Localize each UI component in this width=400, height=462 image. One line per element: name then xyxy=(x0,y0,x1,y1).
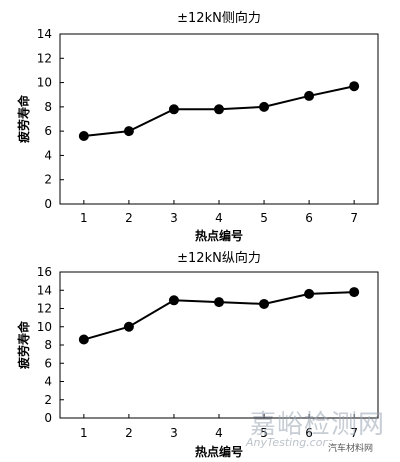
watermark-sub: AnyTesting.com xyxy=(246,436,334,449)
y-tick-label: 0 xyxy=(44,197,52,211)
y-tick-label: 6 xyxy=(44,356,52,370)
data-point xyxy=(168,295,179,306)
x-tick-label: 4 xyxy=(215,426,223,440)
data-point xyxy=(214,297,224,308)
x-tick-label: 6 xyxy=(305,211,313,225)
data-point xyxy=(214,104,224,115)
data-point xyxy=(349,287,360,298)
x-tick-label: 5 xyxy=(260,211,268,225)
y-tick-label: 8 xyxy=(44,338,52,352)
x-axis-label: 热点编号 xyxy=(195,228,243,243)
x-tick-label: 5 xyxy=(260,426,268,440)
data-point xyxy=(78,131,89,141)
data-point xyxy=(78,334,89,345)
x-tick-label: 6 xyxy=(305,426,313,440)
y-tick-label: 14 xyxy=(37,283,52,297)
plot-frame xyxy=(59,33,379,205)
x-tick-label: 2 xyxy=(125,426,133,440)
watermark-source: 汽车材料网 xyxy=(326,441,376,454)
x-tick-label: 7 xyxy=(350,426,358,440)
x-axis-label: 热点编号 xyxy=(195,444,243,459)
watermark-main: 嘉峪检测网 xyxy=(250,410,386,440)
y-tick-label: 4 xyxy=(44,375,52,389)
y-tick-label: 4 xyxy=(44,148,52,162)
chart-title: ±12kN纵向力 xyxy=(177,250,261,266)
chart-title: ±12kN侧向力 xyxy=(177,10,261,26)
y-axis-label: 疲劳寿命 xyxy=(16,320,31,369)
y-axis-label: 疲劳寿命 xyxy=(16,94,31,143)
data-point xyxy=(123,321,134,332)
data-point xyxy=(168,104,179,115)
y-tick-label: 10 xyxy=(37,320,52,334)
y-tick-label: 0 xyxy=(44,411,52,425)
y-tick-label: 12 xyxy=(37,302,52,316)
x-tick-label: 4 xyxy=(215,211,223,225)
data-point xyxy=(349,81,360,92)
y-tick-label: 2 xyxy=(44,173,52,187)
y-tick-label: 2 xyxy=(44,393,52,407)
x-tick-label: 7 xyxy=(350,211,358,225)
x-tick-label: 2 xyxy=(125,211,133,225)
data-point xyxy=(259,298,270,309)
data-point xyxy=(259,101,270,112)
y-tick-label: 10 xyxy=(37,76,52,90)
x-tick-label: 3 xyxy=(170,426,178,440)
data-point xyxy=(304,90,315,101)
data-point xyxy=(304,288,315,299)
y-tick-label: 12 xyxy=(37,51,52,65)
data-point xyxy=(123,126,134,137)
y-tick-label: 16 xyxy=(37,265,52,279)
y-tick-label: 14 xyxy=(37,27,52,41)
y-tick-label: 8 xyxy=(44,100,52,114)
x-tick-label: 3 xyxy=(170,211,178,225)
x-tick-label: 1 xyxy=(80,426,88,440)
y-tick-label: 6 xyxy=(44,124,52,138)
x-tick-label: 1 xyxy=(80,211,88,225)
